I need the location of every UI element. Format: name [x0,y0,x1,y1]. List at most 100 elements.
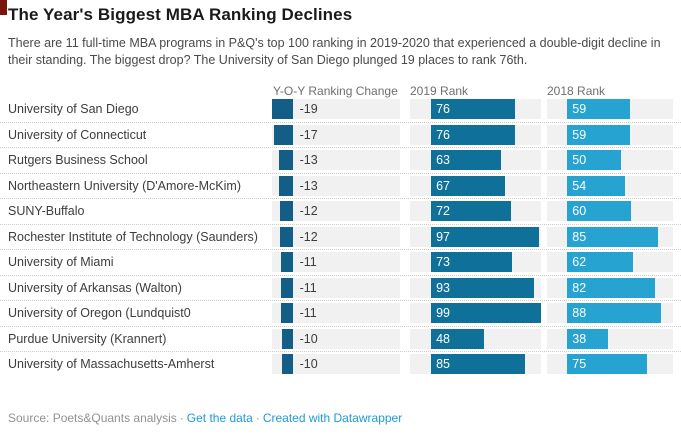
rank-2019-value: 97 [436,229,450,244]
yoy-value: -12 [299,229,318,244]
rank-2018-bar-track: 85 [547,226,673,247]
rank-2018-bar [567,252,634,273]
rank-2018-value: 88 [572,306,587,321]
table-row: University of Massachusetts-Amherst -10 … [0,352,681,377]
rank-2019-bar-track: 67 [410,175,541,196]
source-text: Source: Poets&Quants analysis [8,411,177,425]
rank-2018-bar-track: 62 [547,252,673,273]
yoy-bar-track: -12 [272,201,400,222]
yoy-bar-track: -17 [272,124,400,145]
yoy-value: -17 [299,127,318,142]
yoy-bar [280,252,293,273]
rank-2018-bar [567,226,659,247]
rank-2018-bar-track: 38 [547,328,673,349]
column-header-2018-rank: 2018 Rank [547,84,606,98]
table-row: Purdue University (Krannert) -10 48 38 [0,327,681,352]
rank-2019-value: 99 [436,306,450,321]
rank-2018-bar [567,354,648,375]
yoy-value: -19 [299,102,318,117]
yoy-bar-track: -11 [272,277,400,298]
school-name: University of Arkansas (Walton) [8,280,182,295]
yoy-bar [281,328,293,349]
chart-title: The Year's Biggest MBA Ranking Declines [8,5,353,24]
rank-2019-bar [431,201,511,222]
chart-description: There are 11 full-time MBA programs in P… [8,36,661,67]
rank-2018-bar-track: 54 [547,175,673,196]
table-row: University of Miami -11 73 62 [0,250,681,276]
rank-2018-bar-track: 60 [547,201,673,222]
rank-2018-value: 54 [572,178,587,193]
yoy-bar-track: -10 [272,328,400,349]
yoy-value: -10 [299,331,318,346]
rank-2019-bar [431,328,485,349]
rank-2018-value: 38 [572,331,587,346]
rank-2018-bar-track: 59 [547,99,673,120]
get-the-data-link[interactable]: Get the data [186,411,253,425]
rank-2019-bar-track: 97 [410,226,541,247]
rank-2019-bar [431,277,535,298]
yoy-bar [280,303,293,324]
school-name: University of Miami [8,255,114,269]
table-row: University of Arkansas (Walton) -11 93 8… [0,276,681,301]
yoy-value: -10 [299,357,318,372]
rank-2019-bar [431,252,513,273]
rank-2018-value: 59 [572,127,587,142]
rank-2019-bar-track: 93 [410,277,541,298]
rank-2019-value: 63 [436,153,450,168]
rank-2019-value: 48 [436,331,450,346]
corner-marker [0,0,7,15]
school-name: Northeastern University (D'Amore-McKim) [8,178,241,193]
column-header-yoy: Y-O-Y Ranking Change [273,84,398,98]
school-name: Rochester Institute of Technology (Saund… [8,229,258,244]
table-row: Northeastern University (D'Amore-McKim) … [0,174,681,199]
rank-2018-bar [567,277,655,298]
table-row: University of Oregon (Lundquist0 -11 99 … [0,301,681,327]
rank-2019-bar [431,99,516,120]
rank-2019-bar-track: 48 [410,328,541,349]
column-header-2019-rank: 2019 Rank [410,84,469,98]
yoy-bar-track: -13 [272,150,400,171]
rank-2019-value: 76 [436,102,450,117]
rank-2019-value: 93 [436,280,450,295]
school-name: University of Oregon (Lundquist0 [8,306,191,320]
rank-2019-bar [431,175,506,196]
table-row: University of Connecticut -17 76 59 [0,123,681,148]
rank-2019-bar-track: 76 [410,99,541,120]
yoy-value: -11 [299,306,317,321]
school-name: University of San Diego [8,102,139,116]
yoy-bar [272,99,293,120]
school-name: Purdue University (Krannert) [8,331,167,346]
rank-2019-bar [431,303,541,324]
rank-2018-bar [567,303,662,324]
rank-2019-bar [431,354,526,375]
rank-2018-bar [567,99,631,120]
footer: Source: Poets&Quants analysis · Get the da… [8,411,402,425]
school-name: University of Massachusetts-Amherst [8,357,215,371]
yoy-bar [279,201,293,222]
rank-2019-bar-track: 63 [410,150,541,171]
rank-2019-bar [431,124,516,145]
yoy-value: -12 [299,204,318,219]
school-name: University of Connecticut [8,127,147,142]
rank-2018-bar [567,201,632,222]
created-with-datawrapper-link[interactable]: Created with Datawrapper [262,411,403,425]
rank-2018-bar-track: 88 [547,303,673,324]
yoy-bar [281,354,293,375]
yoy-bar-track: -13 [272,175,400,196]
yoy-value: -13 [299,153,318,168]
rank-2018-value: 75 [572,357,587,372]
rank-2018-value: 59 [572,102,587,117]
rank-2019-value: 76 [436,127,450,142]
rank-2019-bar-track: 72 [410,201,541,222]
rank-2018-bar [567,150,621,171]
rank-2019-value: 67 [436,178,450,193]
rank-2018-bar-track: 50 [547,150,673,171]
rank-2019-value: 73 [436,255,450,270]
yoy-bar [280,277,293,298]
table-row: Rutgers Business School -13 63 50 [0,148,681,174]
yoy-bar-track: -10 [272,354,400,375]
yoy-bar-track: -11 [272,252,400,273]
rank-2018-value: 62 [572,255,587,270]
yoy-value: -11 [299,255,317,270]
